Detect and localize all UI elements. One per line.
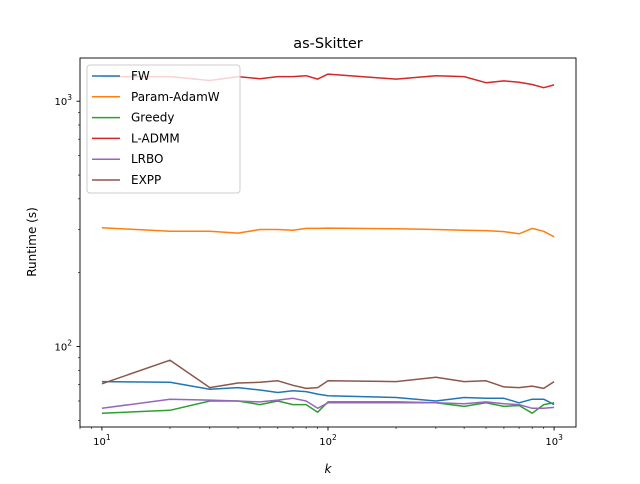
chart-title: as-Skitter: [293, 36, 363, 52]
legend: FW Param-AdamW Greedy L-ADMM LRBO EXPP: [86, 64, 241, 194]
x-tick-label: 103: [545, 433, 563, 448]
x-tick-label: 101: [93, 433, 111, 448]
legend-box: [86, 64, 241, 194]
series-line-fw: [101, 380, 555, 406]
legend-items: FW Param-AdamW Greedy L-ADMM LRBO EXPP: [92, 69, 220, 187]
legend-label-fw: FW: [131, 69, 150, 83]
legend-label-param-adamw: Param-AdamW: [131, 90, 220, 104]
y-axis-ticks: 102 103: [54, 93, 80, 421]
x-tick-label: 102: [319, 433, 337, 448]
legend-label-expp: EXPP: [131, 173, 161, 187]
y-axis-label: Runtime (s): [25, 207, 39, 277]
series-line-expp: [101, 359, 555, 390]
legend-label-greedy: Greedy: [131, 111, 174, 125]
y-tick-label: 103: [54, 93, 72, 108]
legend-label-l-admm: L-ADMM: [131, 131, 180, 145]
y-tick-label: 102: [54, 339, 72, 354]
series-line-lrbo: [101, 397, 555, 410]
x-axis-ticks: 101 102 103: [79, 427, 563, 448]
x-axis-label: k: [325, 462, 333, 476]
legend-label-lrbo: LRBO: [131, 152, 164, 166]
series-line-param-adamw: [101, 226, 555, 238]
